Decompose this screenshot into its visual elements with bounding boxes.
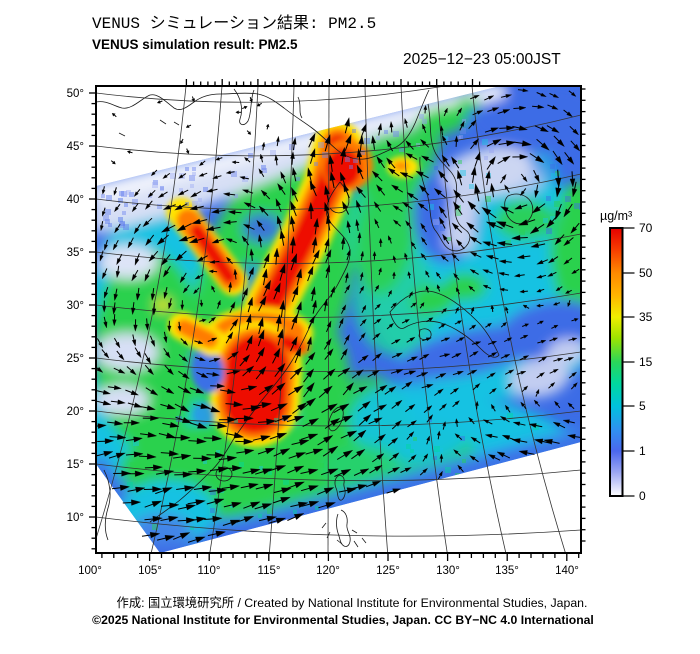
svg-text:1: 1 bbox=[639, 444, 646, 458]
svg-text:5: 5 bbox=[639, 399, 646, 413]
svg-text:105°: 105° bbox=[138, 565, 162, 577]
svg-text:30°: 30° bbox=[67, 300, 84, 312]
svg-text:©2025 National Institute for E: ©2025 National Institute for Environment… bbox=[92, 613, 594, 627]
svg-text:130°: 130° bbox=[436, 565, 460, 577]
svg-text:20°: 20° bbox=[67, 406, 84, 418]
svg-text:35°: 35° bbox=[67, 247, 84, 259]
svg-text:70: 70 bbox=[639, 221, 653, 235]
svg-text:120°: 120° bbox=[316, 565, 340, 577]
svg-text:35: 35 bbox=[639, 310, 653, 324]
svg-text:0: 0 bbox=[639, 489, 646, 503]
svg-text:15°: 15° bbox=[67, 459, 84, 471]
svg-text:40°: 40° bbox=[67, 194, 84, 206]
svg-text:50: 50 bbox=[639, 266, 653, 280]
svg-text:100°: 100° bbox=[78, 565, 102, 577]
svg-text:50°: 50° bbox=[67, 88, 84, 100]
svg-text:115°: 115° bbox=[258, 565, 281, 577]
svg-text:140°: 140° bbox=[555, 565, 579, 577]
svg-text:µg/m³: µg/m³ bbox=[600, 209, 632, 223]
svg-text:135°: 135° bbox=[495, 565, 519, 577]
svg-text:15: 15 bbox=[639, 355, 653, 369]
svg-text:VENUS simulation result: PM2.5: VENUS simulation result: PM2.5 bbox=[92, 37, 298, 52]
svg-text:作成: 国立環境研究所 / Created by Natio: 作成: 国立環境研究所 / Created by National Instit… bbox=[117, 595, 588, 610]
svg-text:125°: 125° bbox=[376, 565, 400, 577]
svg-text:2025−12−23 05:00JST: 2025−12−23 05:00JST bbox=[403, 51, 561, 68]
svg-text:VENUS シミュレーション結果: PM2.5: VENUS シミュレーション結果: PM2.5 bbox=[92, 14, 376, 33]
svg-text:45°: 45° bbox=[67, 141, 84, 153]
svg-text:10°: 10° bbox=[67, 512, 84, 524]
svg-text:110°: 110° bbox=[198, 565, 221, 577]
svg-text:25°: 25° bbox=[67, 353, 84, 365]
